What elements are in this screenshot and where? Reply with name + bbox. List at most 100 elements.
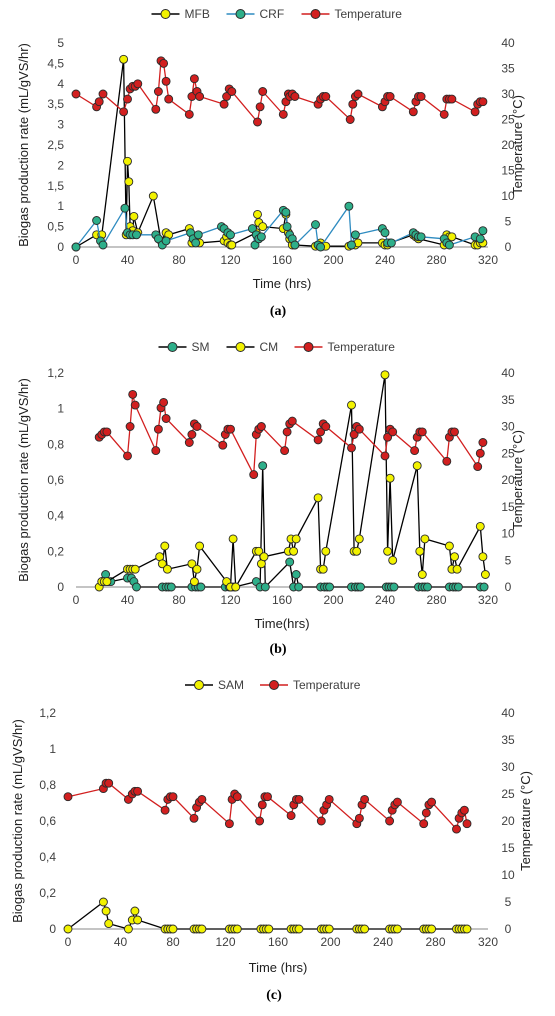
data-point-temperature [347, 443, 356, 453]
data-point-temperature [219, 99, 229, 109]
data-point-sam [98, 897, 108, 907]
data-point-temperature [197, 794, 207, 804]
data-point-cm [102, 577, 112, 587]
data-point-temperature [189, 813, 199, 823]
data-point-temperature [278, 109, 288, 119]
legend-label: CM [260, 340, 279, 354]
data-point-mfb [148, 191, 158, 201]
y2-tick-label: 5 [505, 215, 512, 229]
y2-tick-label: 10 [501, 527, 515, 541]
x-tick-label: 120 [220, 593, 240, 607]
y-tick-label: 0,6 [47, 473, 64, 487]
legend-label: Temperature [293, 678, 361, 692]
y2-tick-label: 35 [501, 393, 515, 407]
legend-item-crf: CRF [226, 7, 284, 21]
y2-tick-label: 0 [505, 922, 512, 936]
data-point-temperature [153, 87, 163, 96]
y2-axis-title: Temperature (°C) [510, 95, 525, 195]
x-tick-label: 240 [375, 253, 395, 267]
data-point-cm [347, 400, 356, 410]
data-point-sam [264, 924, 274, 934]
data-point-mfb [123, 156, 132, 166]
series-temperature [71, 56, 488, 127]
y-tick-label: 0,8 [39, 778, 56, 792]
data-point-temperature [380, 451, 390, 461]
data-point-sm [285, 557, 295, 567]
legend-item-temperature: Temperature [260, 678, 361, 692]
data-point-crf [282, 222, 292, 232]
panel-caption: (c) [266, 988, 282, 1003]
legend-marker [269, 680, 279, 690]
y2-tick-label: 20 [501, 814, 515, 828]
legend-marker [310, 9, 321, 19]
data-point-cm [231, 582, 241, 592]
data-point-sm [291, 570, 301, 579]
data-point-crf [344, 201, 354, 211]
data-point-temperature [128, 389, 138, 399]
data-point-crf [281, 207, 291, 217]
data-point-sam [462, 924, 472, 934]
x-tick-label: 320 [478, 593, 498, 607]
x-tick-label: 40 [121, 253, 135, 267]
data-point-temperature [160, 805, 170, 815]
data-point-temperature [313, 435, 323, 445]
data-point-cm [195, 541, 205, 551]
data-point-sam [360, 924, 370, 934]
legend-marker [235, 9, 246, 19]
y2-tick-label: 25 [501, 446, 515, 460]
data-point-temperature [439, 109, 449, 119]
data-point-temperature [123, 94, 132, 104]
data-point-temperature [416, 92, 426, 101]
data-point-sm [423, 582, 432, 592]
data-point-temperature [478, 438, 488, 447]
data-point-temperature [257, 800, 267, 810]
data-point-temperature [168, 792, 178, 802]
data-point-sm [479, 582, 489, 592]
legend-item-mfb: MFB [151, 7, 210, 21]
y2-tick-label: 15 [501, 164, 515, 178]
legend-marker [194, 680, 204, 690]
legend: MFB CRF Temperature [151, 7, 402, 21]
y-tick-label: 1,2 [47, 366, 64, 380]
data-point-temperature [98, 89, 108, 99]
chart-panel-a: 0 40 80 120 160 200 240 280 32000,511,522,533,54… [16, 7, 525, 319]
y2-tick-label: 40 [501, 366, 515, 380]
data-point-temperature [321, 422, 331, 431]
legend-label: Temperature [328, 340, 396, 354]
data-point-temperature [189, 74, 199, 84]
data-point-temperature [316, 816, 326, 826]
data-point-sam [392, 924, 402, 934]
y2-tick-label: 10 [501, 189, 515, 203]
y2-tick-label: 5 [505, 553, 512, 567]
data-point-temperature [478, 97, 488, 107]
data-point-sm [166, 582, 176, 592]
legend-label: SM [192, 340, 210, 354]
y-tick-label: 3,5 [47, 97, 64, 111]
legend-item-sm: SM [158, 340, 210, 354]
data-point-crf [226, 230, 235, 240]
x-tick-label: 320 [478, 935, 498, 949]
legend-label: SAM [218, 678, 244, 692]
data-point-temperature [258, 87, 268, 96]
y2-tick-label: 40 [501, 36, 515, 50]
data-point-temperature [104, 778, 114, 788]
y-tick-label: 2,5 [47, 138, 64, 152]
x-tick-label: 200 [323, 593, 343, 607]
data-point-sam [123, 924, 133, 934]
data-point-cm [160, 541, 170, 551]
data-point-cm [415, 546, 425, 556]
data-point-temperature [354, 424, 364, 434]
data-point-temperature [316, 427, 326, 437]
data-point-mfb [258, 222, 268, 232]
data-point-temperature [459, 805, 469, 815]
data-point-temperature [442, 456, 452, 466]
chart-panel-b: 0 40 80 120 160 200 240 280 32000,20,40,60,811,2… [16, 340, 525, 657]
data-point-temperature [130, 400, 140, 410]
series-line-temperature [67, 782, 468, 831]
legend-item-sam: SAM [185, 678, 244, 692]
data-point-cm [157, 559, 167, 569]
data-point-crf [475, 234, 485, 244]
data-point-temperature [324, 794, 334, 804]
data-point-sam [294, 924, 304, 934]
